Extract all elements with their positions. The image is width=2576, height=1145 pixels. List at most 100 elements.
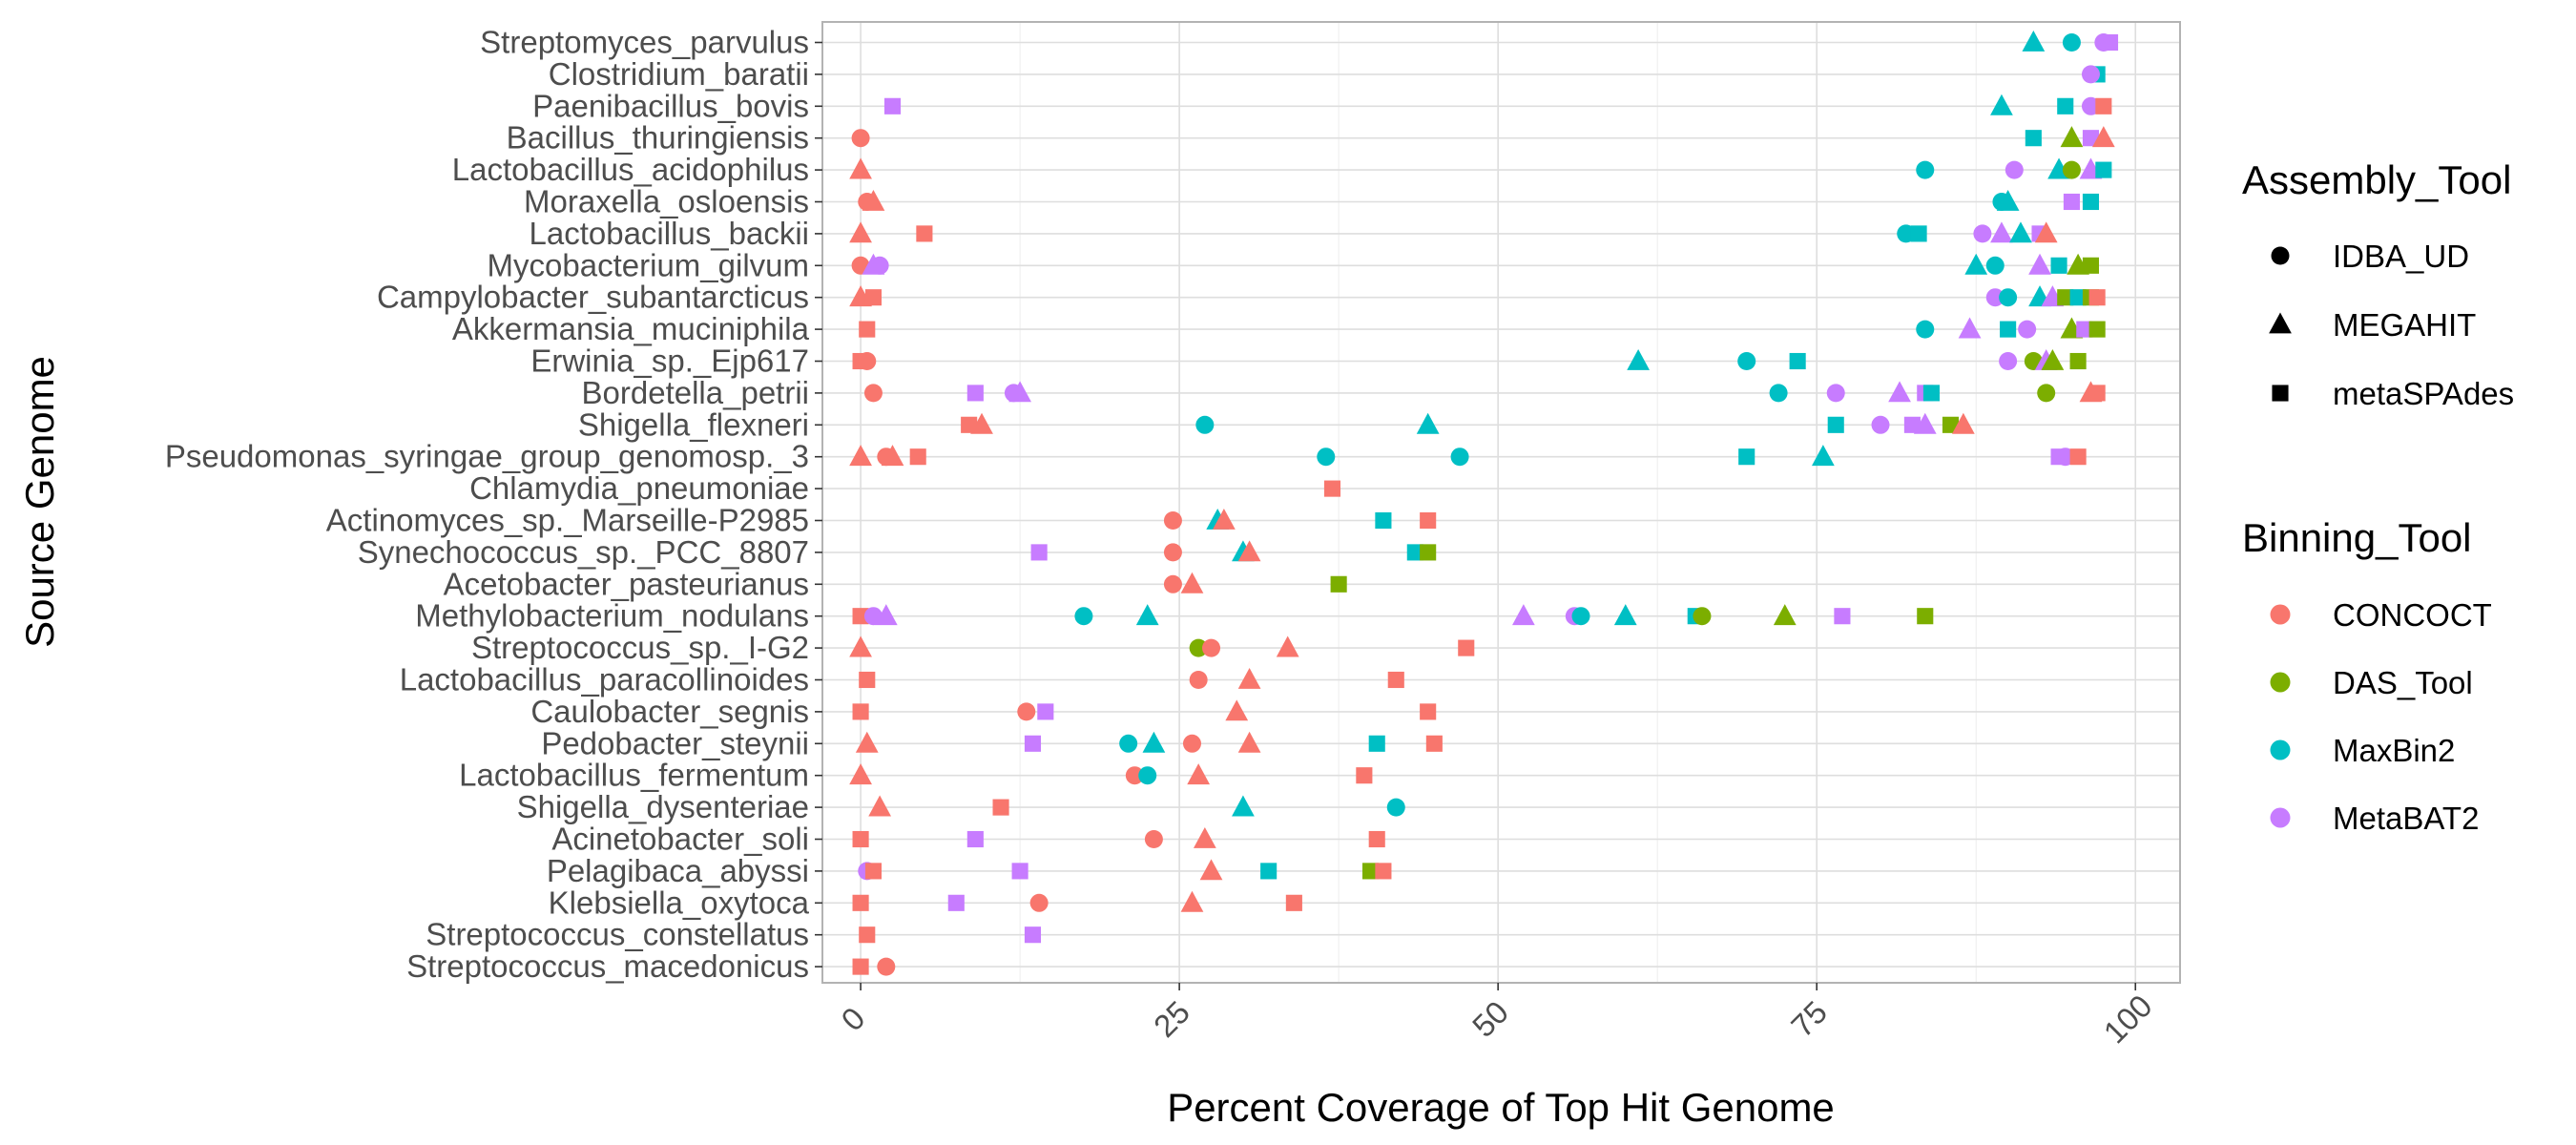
data-point [1232,795,1255,817]
data-point [1897,224,1916,243]
legend-key-circle-icon [2271,246,2290,265]
data-point [2063,193,2080,211]
data-point [1420,544,1437,561]
y-tick-label: Streptococcus_sp._I-G2 [471,630,809,665]
data-point [864,289,882,306]
data-point [859,321,876,338]
legends: Assembly_Tool IDBA_UD MEGAHIT metaSPAdes Bin… [2242,157,2514,836]
data-point [862,189,885,211]
data-point [1826,384,1845,403]
plot-panel [821,21,2181,984]
data-point [859,926,876,944]
data-point [1613,604,1637,626]
data-point [1187,763,1211,785]
data-point [1990,94,2013,115]
data-point [2088,289,2106,306]
data-point [1973,224,1992,243]
y-tick-label: Shigella_flexneri [578,406,809,442]
data-point [1834,608,1851,625]
data-point [1135,604,1159,626]
data-point [883,97,902,114]
data-point [2057,289,2074,306]
data-point [1361,863,1380,880]
data-point [1323,480,1341,497]
data-point [2088,385,2106,402]
data-point [916,225,933,242]
data-point [1276,635,1299,657]
data-point [1985,288,2005,307]
y-tick-label: Akkermansia_muciniphila [452,311,810,346]
data-point [1871,415,1890,434]
data-point [1237,731,1261,753]
data-point [852,894,869,911]
data-point [852,703,869,720]
data-point [1189,638,1208,657]
data-point [1420,703,1437,720]
y-tick-label: Acinetobacter_soli [551,822,809,857]
legend-label: MEGAHIT [2333,307,2476,343]
data-point [1827,416,1844,433]
y-tick-label: Chlamydia_pneumoniae [469,470,809,506]
data-point [1773,604,1797,626]
y-tick-label: Clostridium_baratii [549,56,809,92]
data-point [1916,320,1935,339]
legend-label: metaSPAdes [2333,376,2514,411]
data-point [1368,830,1385,848]
points-layer [849,30,2119,976]
data-point [1163,574,1182,593]
data-point [849,763,872,785]
data-point [849,445,872,467]
data-point [1142,731,1166,753]
data-point [1138,766,1157,785]
data-point [1024,735,1042,752]
data-point [1913,412,1937,434]
data-point [947,894,965,911]
data-point [855,731,879,753]
data-point [1812,445,1835,467]
data-point [1450,448,1469,467]
data-point [966,385,984,402]
data-point [2069,352,2087,370]
data-point [1999,352,2018,370]
data-point [2088,321,2106,338]
data-point [1916,160,1935,179]
data-point [863,384,883,403]
legend-label: MaxBin2 [2333,733,2455,768]
legend-label: CONCOCT [2333,597,2492,633]
data-point [1037,703,1054,720]
legend-key-color-icon [2270,604,2291,625]
data-point [1213,508,1236,530]
data-point [2062,160,2081,179]
legend-key-square-icon [2272,385,2289,402]
legend-key-triangle-icon [2269,312,2292,334]
data-point [1030,544,1048,561]
data-point [2028,253,2051,275]
data-point [849,221,872,243]
data-point [1180,572,1204,593]
data-point [2000,321,2017,338]
data-point [1017,702,1036,721]
data-point [849,635,872,657]
data-point [852,608,869,625]
legend-key-color-icon [2270,672,2291,693]
legend-label: IDBA_UD [2333,239,2469,274]
data-point [1163,543,1182,562]
grid-layer [822,22,2180,983]
data-point [864,863,882,880]
data-point [1202,638,1221,657]
data-point [2009,221,2032,243]
data-point [1375,511,1392,530]
data-point [2057,97,2074,114]
x-tick-label: 50 [1465,994,1515,1044]
y-tick-label: Streptococcus_macedonicus [406,948,809,984]
data-point [2081,65,2100,84]
data-point [1910,225,1927,242]
data-point [1922,385,1941,402]
data-point [2005,160,2024,179]
data-point [849,157,872,179]
data-point [1260,863,1278,880]
data-point [2025,130,2042,147]
data-point [2069,448,2087,466]
data-point [1024,926,1042,944]
data-point [1285,894,1302,911]
